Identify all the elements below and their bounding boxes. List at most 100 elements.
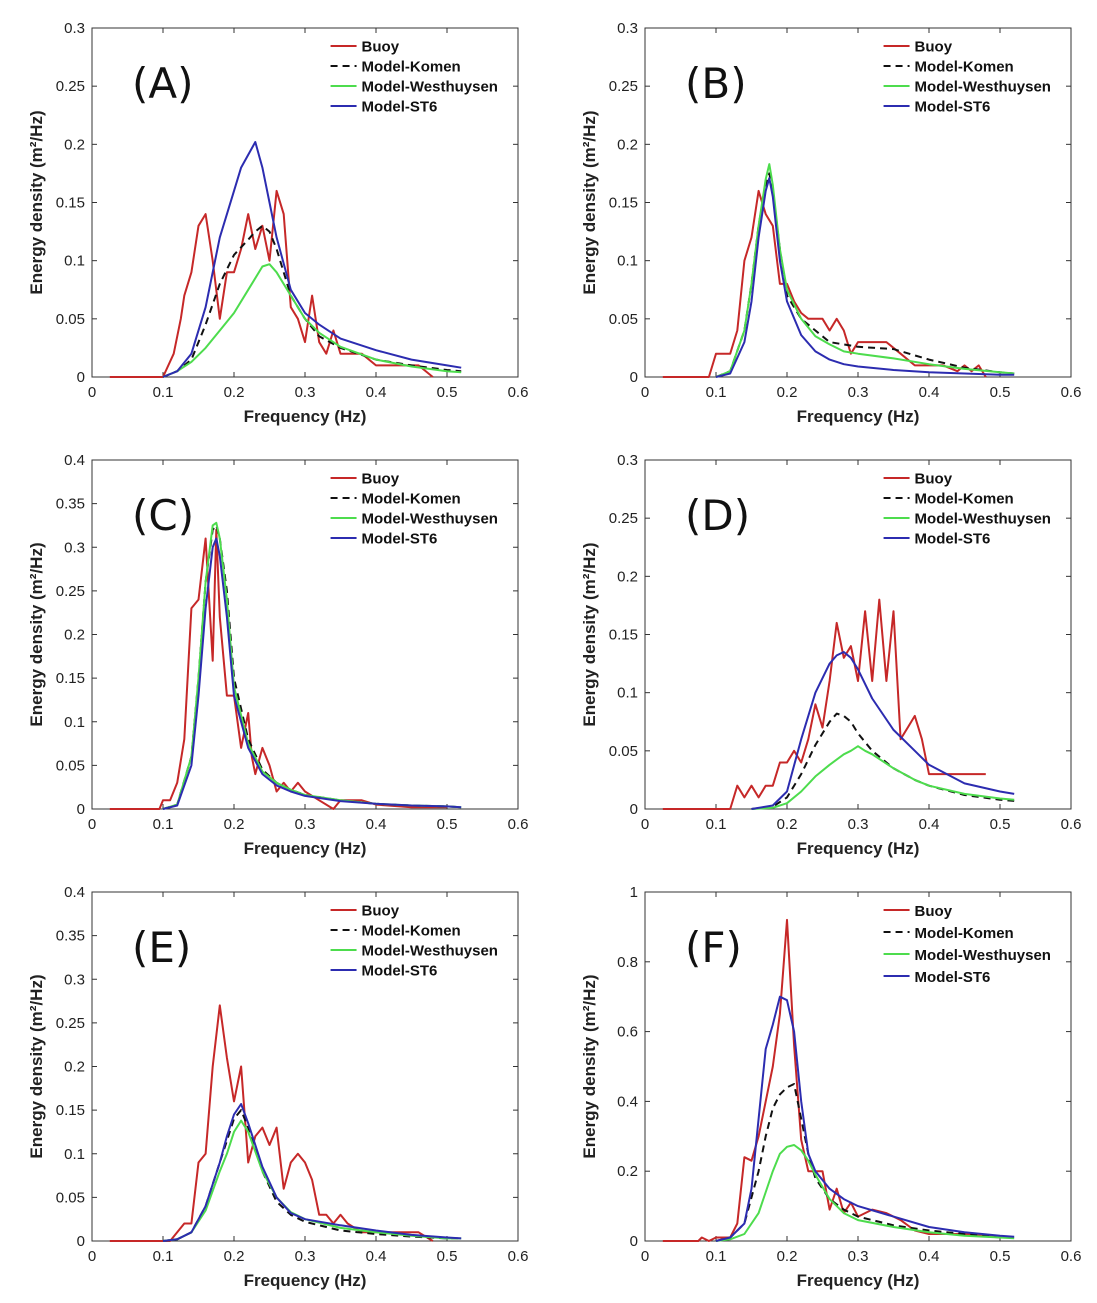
- x-tick-label: 0: [641, 816, 649, 833]
- series-line-buoy: [109, 528, 447, 810]
- panel-label: (C): [132, 491, 194, 540]
- y-tick-label: 0.25: [56, 583, 85, 600]
- y-tick-label: 0.2: [64, 136, 85, 153]
- x-tick-label: 0.6: [1061, 1248, 1082, 1265]
- panel-label: (A): [132, 59, 194, 108]
- x-tick-label: 0: [88, 1248, 96, 1265]
- legend-entry: Model-Komen: [362, 490, 461, 507]
- y-tick-label: 0.05: [56, 1189, 85, 1206]
- series-line-model-st6: [162, 141, 462, 378]
- series-line-model-st6: [715, 995, 1015, 1242]
- x-tick-label: 0.5: [990, 816, 1011, 833]
- legend-entry: Model-Westhuysen: [362, 78, 498, 95]
- x-tick-label: 0.2: [224, 1248, 245, 1265]
- y-tick-label: 1: [630, 884, 638, 901]
- legend-entry: Model-Westhuysen: [362, 510, 498, 527]
- y-tick-label: 0: [77, 801, 85, 818]
- x-tick-label: 0.3: [295, 384, 316, 401]
- series-line-model-st6: [715, 177, 1015, 378]
- series-line-model-komen: [715, 1083, 1015, 1242]
- legend-entry: Model-Komen: [915, 925, 1014, 942]
- legend-entry: Model-Komen: [915, 490, 1014, 507]
- y-axis-label: Energy density (m²/Hz): [580, 974, 599, 1158]
- y-tick-label: 0.25: [609, 510, 638, 527]
- y-tick-label: 0.3: [64, 20, 85, 37]
- y-tick-label: 0.2: [617, 136, 638, 153]
- legend-entry: Model-Westhuysen: [915, 947, 1051, 964]
- panel-f: 0 0.1 0.2 0.3 0.4 0.5 0.6 0 0.2 0.4 0.6 0.8 1 Frequen…: [580, 884, 1081, 1290]
- x-tick-label: 0.4: [919, 816, 940, 833]
- y-tick-label: 0.3: [64, 539, 85, 556]
- y-axis-label: Energy density (m²/Hz): [580, 542, 599, 726]
- panel-label: (B): [685, 59, 747, 108]
- panel-d: 0 0.1 0.2 0.3 0.4 0.5 0.6 0 0.05 0.1 0.15 0.2 0.25 0.…: [580, 452, 1081, 858]
- x-tick-label: 0.6: [508, 384, 529, 401]
- x-tick-label: 0.6: [508, 1248, 529, 1265]
- y-tick-label: 0.4: [64, 884, 85, 901]
- x-axis-label: Frequency (Hz): [797, 407, 920, 426]
- legend-entry: Model-Westhuysen: [915, 510, 1051, 527]
- y-tick-label: 0: [77, 369, 85, 386]
- y-tick-label: 0.15: [609, 627, 638, 644]
- legend-entry: Buoy: [915, 903, 953, 920]
- y-tick-label: 0.15: [609, 195, 638, 212]
- x-tick-label: 0.3: [848, 384, 869, 401]
- x-tick-label: 0.1: [153, 384, 174, 401]
- series-line-buoy: [662, 598, 986, 810]
- x-tick-label: 0.6: [1061, 816, 1082, 833]
- x-tick-label: 0: [641, 1248, 649, 1265]
- legend-entry: Model-ST6: [362, 530, 438, 547]
- x-tick-label: 0.2: [224, 384, 245, 401]
- y-axis-label: Energy density (m²/Hz): [27, 542, 46, 726]
- y-tick-label: 0.2: [64, 1059, 85, 1076]
- x-tick-label: 0.3: [295, 816, 316, 833]
- panel-label: (D): [685, 491, 750, 540]
- x-axis-label: Frequency (Hz): [797, 1271, 920, 1290]
- x-axis-label: Frequency (Hz): [244, 839, 367, 858]
- x-tick-label: 0.5: [437, 384, 458, 401]
- y-tick-label: 0.3: [617, 20, 638, 37]
- y-tick-label: 0.15: [56, 670, 85, 687]
- x-tick-label: 0.4: [366, 816, 387, 833]
- x-tick-label: 0.6: [508, 816, 529, 833]
- series-line-buoy: [662, 189, 987, 378]
- series-line-model-westhuysen: [751, 745, 1015, 810]
- x-tick-label: 0.5: [437, 816, 458, 833]
- y-tick-label: 0.05: [56, 757, 85, 774]
- y-tick-label: 0.25: [56, 78, 85, 95]
- x-tick-label: 0.1: [153, 1248, 174, 1265]
- x-tick-label: 0.1: [706, 384, 727, 401]
- y-tick-label: 0.1: [64, 1146, 85, 1163]
- y-tick-label: 0.05: [609, 311, 638, 328]
- y-tick-label: 0.1: [64, 714, 85, 731]
- y-tick-label: 0.1: [617, 685, 638, 702]
- legend-entry: Model-ST6: [915, 969, 991, 986]
- legend-entry: Model-Komen: [362, 922, 461, 939]
- y-tick-label: 0.35: [56, 928, 85, 945]
- panel-label: (F): [685, 923, 742, 972]
- legend-entry: Model-ST6: [362, 962, 438, 979]
- legend-entry: Model-Westhuysen: [362, 942, 498, 959]
- x-tick-label: 0: [641, 384, 649, 401]
- legend-entry: Model-Westhuysen: [915, 78, 1051, 95]
- x-tick-label: 0: [88, 816, 96, 833]
- x-tick-label: 0.1: [153, 816, 174, 833]
- x-tick-label: 0.3: [848, 1248, 869, 1265]
- legend-entry: Model-ST6: [915, 98, 991, 115]
- y-tick-label: 0.2: [617, 568, 638, 585]
- y-tick-label: 0.3: [64, 971, 85, 988]
- y-tick-label: 0.35: [56, 496, 85, 513]
- x-tick-label: 0.2: [224, 816, 245, 833]
- legend-entry: Buoy: [362, 38, 400, 55]
- x-tick-label: 0: [88, 384, 96, 401]
- series-line-model-westhuysen: [162, 1119, 462, 1242]
- y-tick-label: 0.05: [609, 743, 638, 760]
- x-tick-label: 0.4: [919, 1248, 940, 1265]
- y-tick-label: 0.4: [617, 1093, 638, 1110]
- x-tick-label: 0.4: [366, 1248, 387, 1265]
- series-line-model-komen: [715, 172, 1015, 378]
- x-tick-label: 0.5: [437, 1248, 458, 1265]
- y-tick-label: 0.25: [609, 78, 638, 95]
- legend-entry: Model-ST6: [915, 530, 991, 547]
- y-tick-label: 0.2: [64, 627, 85, 644]
